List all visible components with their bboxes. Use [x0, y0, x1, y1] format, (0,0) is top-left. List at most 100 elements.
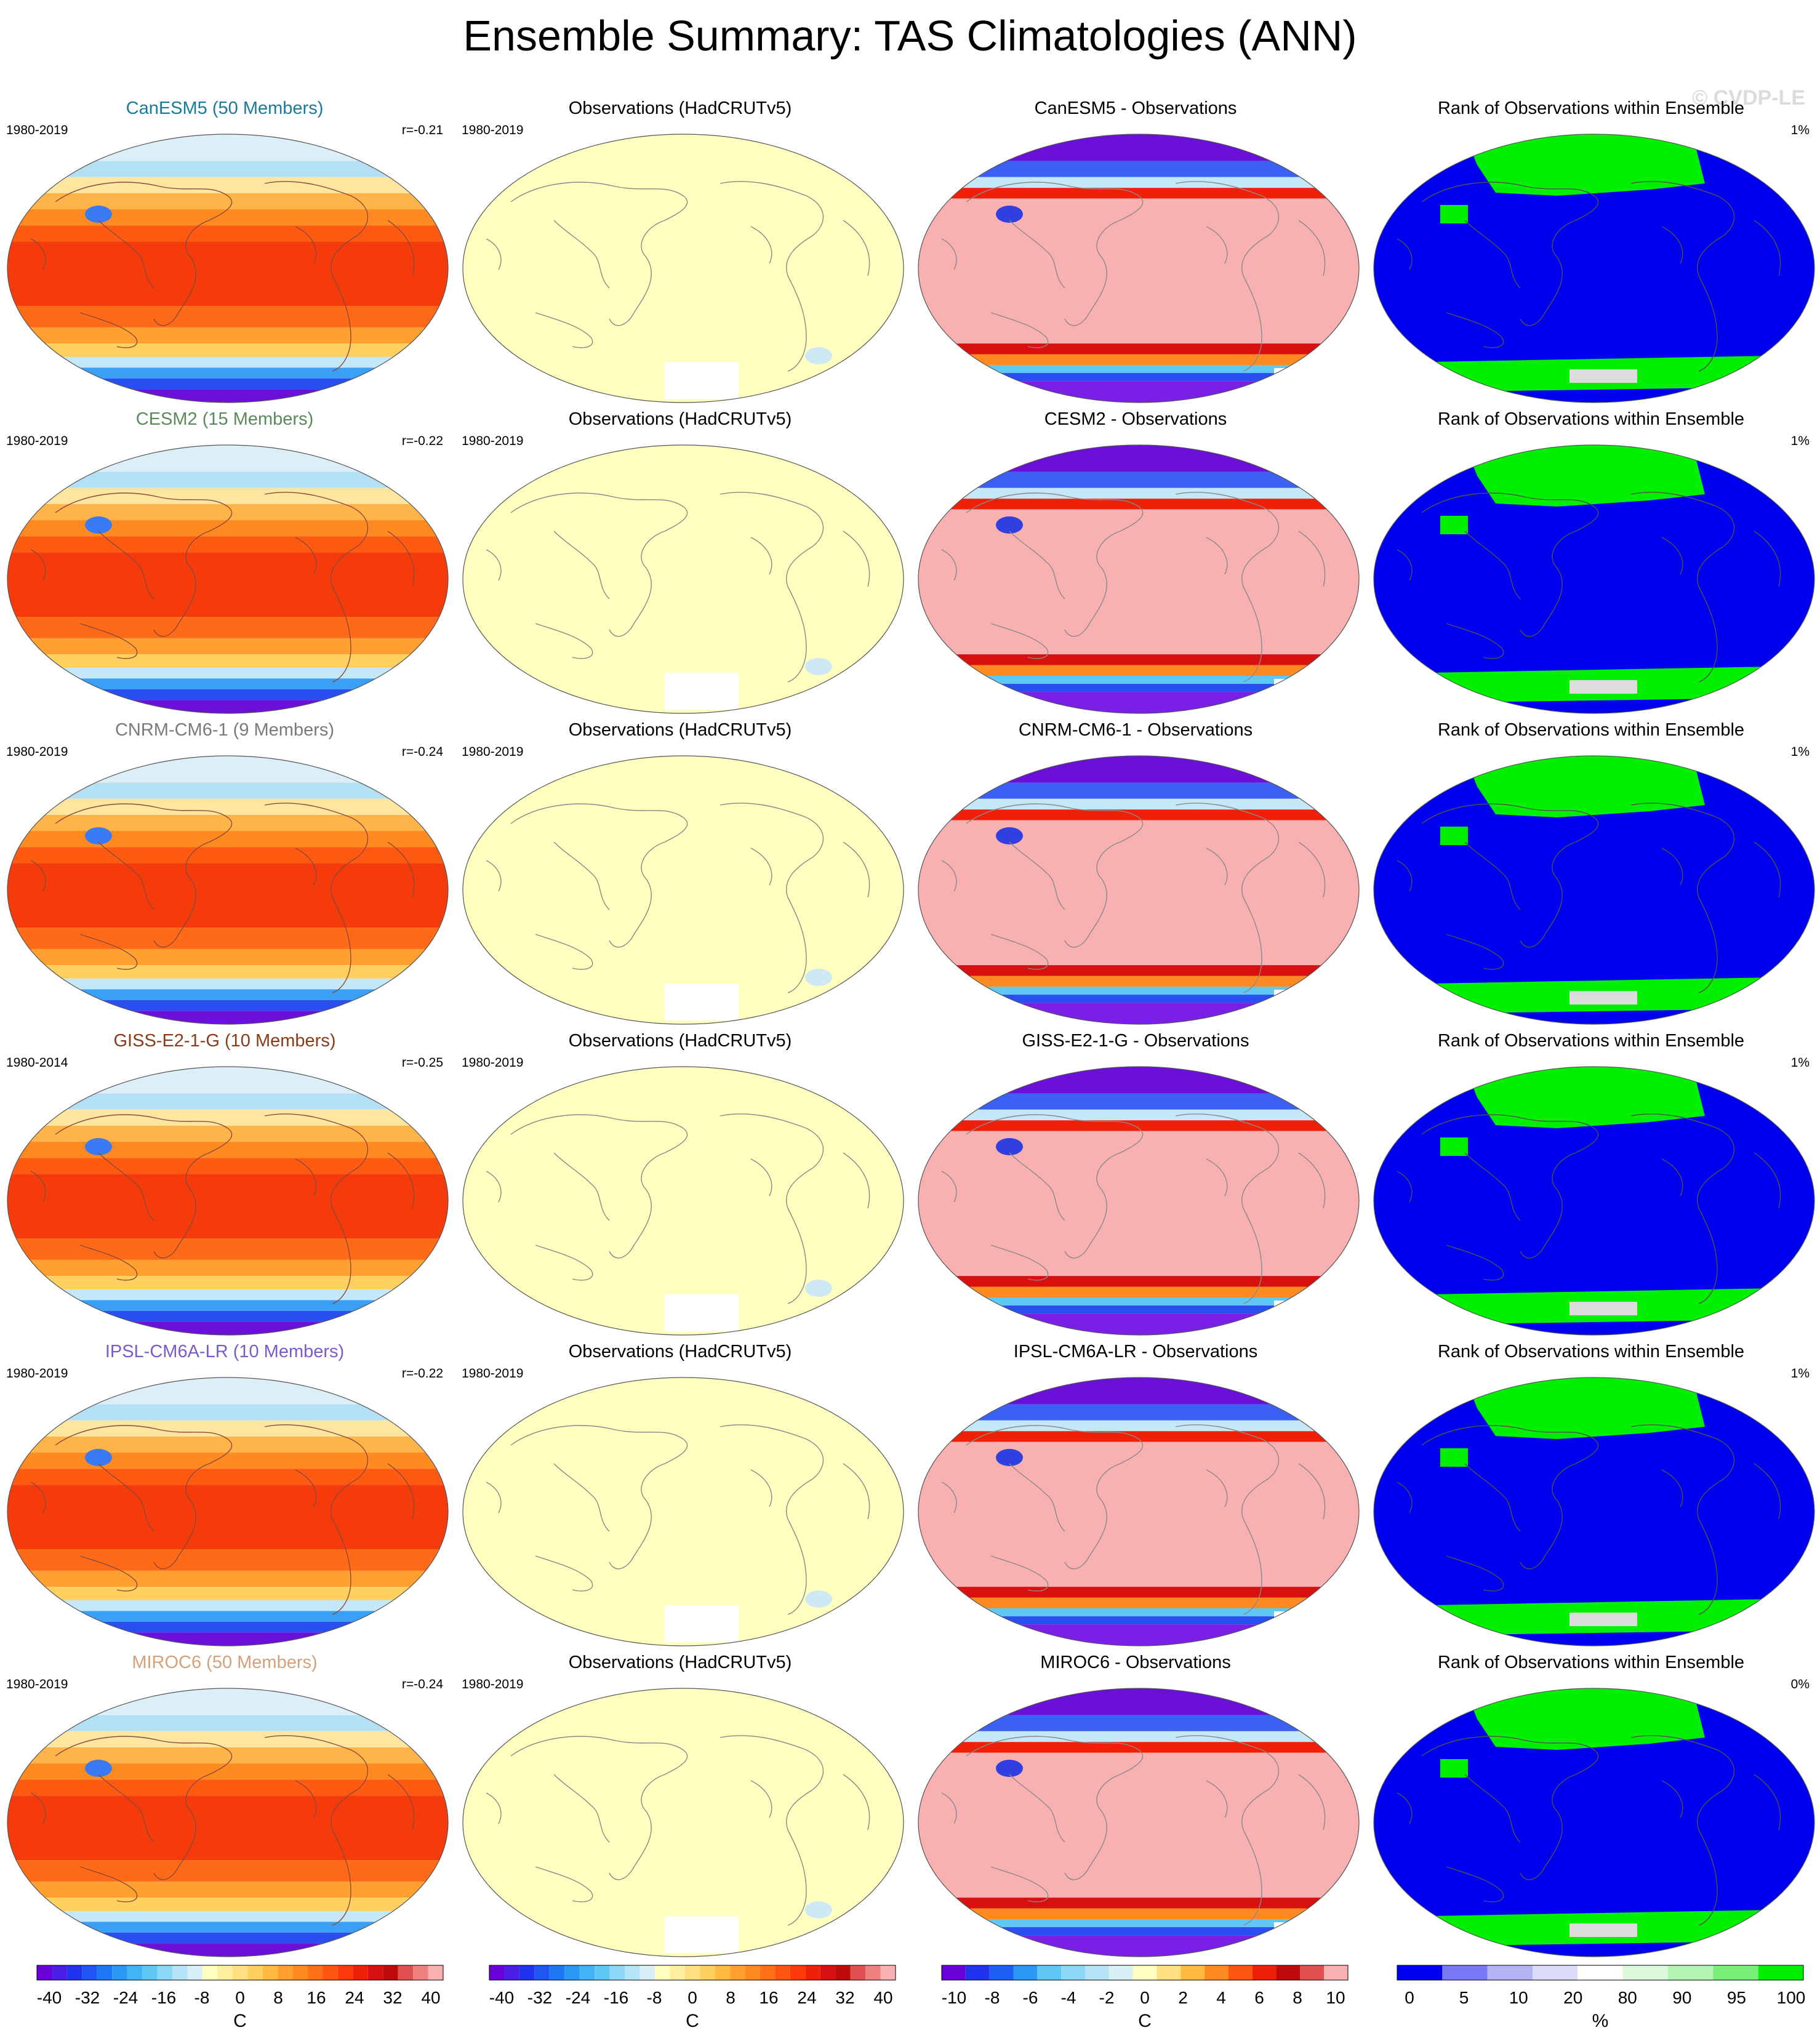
temp-band — [918, 134, 1359, 161]
coastline — [1298, 220, 1326, 276]
temp-band — [7, 1067, 448, 1094]
coastline — [1446, 623, 1504, 659]
colorbar-swatch — [942, 1965, 966, 1980]
robinson-map — [918, 1377, 1360, 1646]
model-panel: CanESM5 (50 Members) 1980-2019 r=-0.21 — [0, 98, 449, 409]
colorbar-swatch — [1487, 1965, 1533, 1980]
missing-data — [665, 1916, 739, 1953]
temp-band — [918, 1313, 1359, 1335]
coastline — [1446, 934, 1504, 970]
coastline — [553, 841, 610, 910]
colorbar-svg: -40 -32 -24 -16 -8 0 8 16 24 32 40 C — [36, 1965, 444, 2031]
map-outline — [1373, 1066, 1815, 1336]
temp-band — [7, 1404, 448, 1421]
coastline — [387, 220, 415, 276]
robinson-map — [7, 1066, 449, 1336]
panel-title: CNRM-CM6-1 (9 Members) — [114, 720, 335, 740]
colorbar-swatch — [428, 1965, 443, 1980]
period-label: 1980-2019 — [6, 1677, 68, 1691]
colorbar-svg: 0 5 10 20 80 90 95 100% — [1397, 1965, 1806, 2031]
model-panel: IPSL-CM6A-LR (10 Members) 1980-2019 r=-0.2… — [0, 1342, 449, 1653]
coastline — [295, 1780, 317, 1818]
map — [1373, 750, 1816, 1027]
temp-band — [7, 241, 448, 307]
colorbar-swatch — [1205, 1965, 1229, 1980]
coastline — [1175, 1735, 1280, 1926]
diff-panel: CNRM-CM6-1 - Observations — [911, 720, 1360, 1031]
colorbar-swatch — [247, 1965, 263, 1980]
colorbar-swatch — [820, 1965, 836, 1980]
tibet-cold-spot — [996, 206, 1023, 223]
period-label: 1980-2019 — [462, 1056, 524, 1070]
coastline — [510, 1114, 688, 1259]
colorbar-swatch — [549, 1965, 565, 1980]
coastline — [55, 182, 233, 326]
coastline — [1446, 312, 1504, 348]
colorbar-frame — [1397, 1965, 1804, 1981]
coastline — [295, 848, 317, 886]
rank-high-tibet — [1440, 205, 1468, 223]
temp-band — [918, 1305, 1359, 1314]
temp-band — [7, 654, 448, 668]
period-label: 1980-2019 — [462, 434, 524, 448]
temp-band — [7, 1932, 448, 1944]
temp-band — [7, 471, 448, 488]
coastline — [1298, 1152, 1326, 1209]
rank-panel: Rank of Observations within Ensemble 1% — [1366, 1342, 1816, 1653]
map — [917, 1371, 1360, 1648]
coastline — [966, 1425, 1144, 1570]
temp-band — [7, 756, 448, 783]
map-outline — [918, 134, 1360, 403]
coastline — [1397, 238, 1413, 270]
coastline — [1421, 1425, 1599, 1570]
colorbar-tick-label: 80 — [1618, 1988, 1637, 2007]
colorbar-tick-label: -8 — [647, 1988, 662, 2007]
temp-band — [918, 1908, 1359, 1919]
coastline — [1421, 803, 1599, 948]
robinson-map — [462, 1377, 904, 1646]
colorbar-swatch — [775, 1965, 790, 1980]
robinson-map — [918, 1066, 1360, 1336]
colorbar-swatch — [323, 1965, 338, 1980]
rank-percent: 0% — [1790, 1677, 1810, 1691]
rank-field — [1374, 1688, 1814, 1957]
rank-high-tibet — [1440, 827, 1468, 845]
colorbar-swatch — [127, 1965, 143, 1980]
colorbar-tick-label: 100 — [1777, 1988, 1806, 2007]
colorbar-swatch — [835, 1965, 851, 1980]
temp-band — [7, 863, 448, 928]
coastline — [990, 934, 1049, 970]
coastline — [1009, 1152, 1065, 1221]
colorbar-svg: -10 -8 -6 -4 -2 0 2 4 6 8 10 C — [941, 1965, 1349, 2031]
temp-band — [918, 756, 1359, 783]
colorbar-tick-label: 16 — [759, 1988, 778, 2007]
coastline — [966, 803, 1144, 948]
coastline — [30, 860, 46, 892]
obs-panel: Observations (HadCRUTv5) 1980-2019 — [455, 720, 905, 1031]
colorbar-swatch — [519, 1965, 535, 1980]
temp-band — [7, 689, 448, 700]
model-panel: MIROC6 (50 Members) 1980-2019 r=-0.24 — [0, 1653, 449, 1963]
colorbar-tick-label: 10 — [1326, 1988, 1345, 2007]
coastline — [990, 1866, 1049, 1903]
colorbar-tick-label: 0 — [235, 1988, 245, 2007]
obs-panel: Observations (HadCRUTv5) 1980-2019 — [455, 1031, 905, 1342]
temp-band — [918, 1003, 1359, 1024]
antarctic-patch — [805, 969, 832, 986]
colorbar-tick-label: 2 — [1178, 1988, 1188, 2007]
map — [917, 1061, 1360, 1337]
coastline — [941, 860, 957, 892]
coastline — [510, 803, 688, 948]
temp-band — [918, 809, 1359, 820]
coastline — [55, 803, 233, 948]
rank-percent: 1% — [1790, 123, 1810, 137]
panel-title: GISS-E2-1-G (10 Members) — [113, 1031, 336, 1051]
temp-band — [918, 343, 1359, 355]
coastline — [387, 531, 415, 587]
colorbar-unit: C — [1138, 2011, 1152, 2031]
coastline — [264, 1424, 369, 1615]
rank-panel: Rank of Observations within Ensemble 0% — [1366, 1653, 1816, 1963]
model-panel: CNRM-CM6-1 (9 Members) 1980-2019 r=-0.24 — [0, 720, 449, 1031]
panel-title: Observations (HadCRUTv5) — [568, 1342, 792, 1361]
coastline — [98, 531, 154, 599]
